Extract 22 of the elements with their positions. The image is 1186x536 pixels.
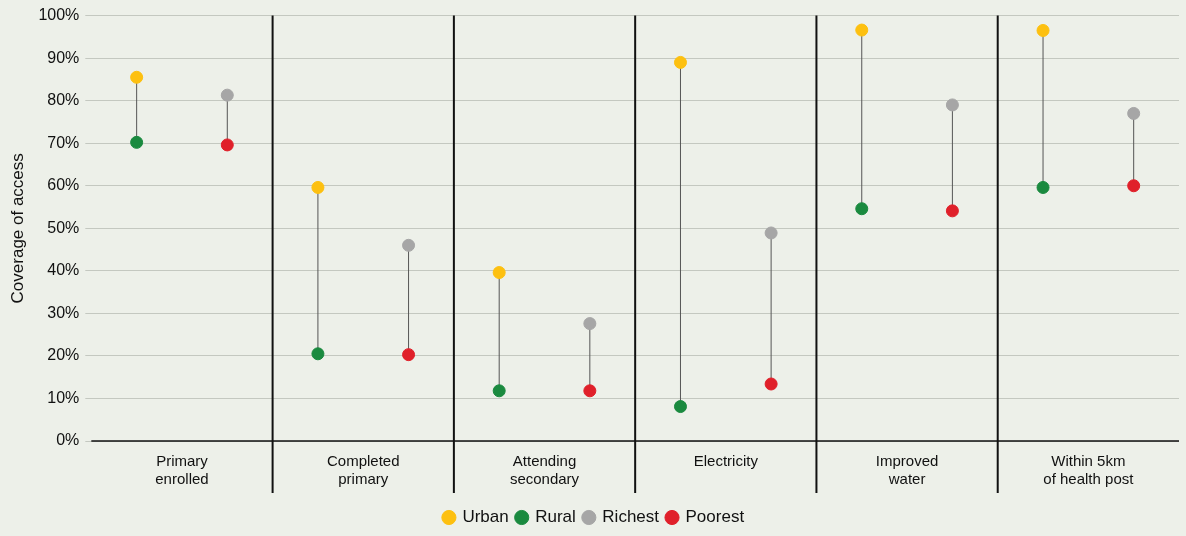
legend-label: Urban bbox=[462, 507, 509, 527]
y-tick-label: 60% bbox=[47, 176, 80, 194]
y-axis-title: Coverage of access bbox=[7, 153, 27, 304]
y-tick-label: 70% bbox=[47, 133, 80, 151]
y-tick-label: 90% bbox=[47, 48, 80, 66]
y-tick-label: 80% bbox=[47, 91, 80, 109]
x-tick-label: Electricity bbox=[693, 452, 759, 470]
y-tick-label: 0% bbox=[56, 431, 80, 449]
x-tick-label: Primary enrolled bbox=[155, 452, 209, 488]
legend-label: Poorest bbox=[685, 507, 745, 527]
y-tick-label: 30% bbox=[47, 303, 80, 321]
y-tick-label: 20% bbox=[47, 346, 80, 364]
legend-label: Richest bbox=[602, 507, 660, 527]
y-tick-label: 40% bbox=[47, 261, 80, 279]
x-tick-label: Attending secondary bbox=[509, 452, 580, 488]
y-tick-label: 50% bbox=[47, 218, 80, 236]
x-tick-label: Improved water bbox=[875, 452, 939, 488]
y-tick-label: 10% bbox=[47, 388, 80, 406]
x-tick-label: Completed primary bbox=[326, 452, 400, 488]
x-tick-label: Within 5km of health post bbox=[1043, 452, 1135, 488]
y-tick-label: 100% bbox=[38, 6, 80, 24]
legend-label: Rural bbox=[535, 507, 576, 527]
